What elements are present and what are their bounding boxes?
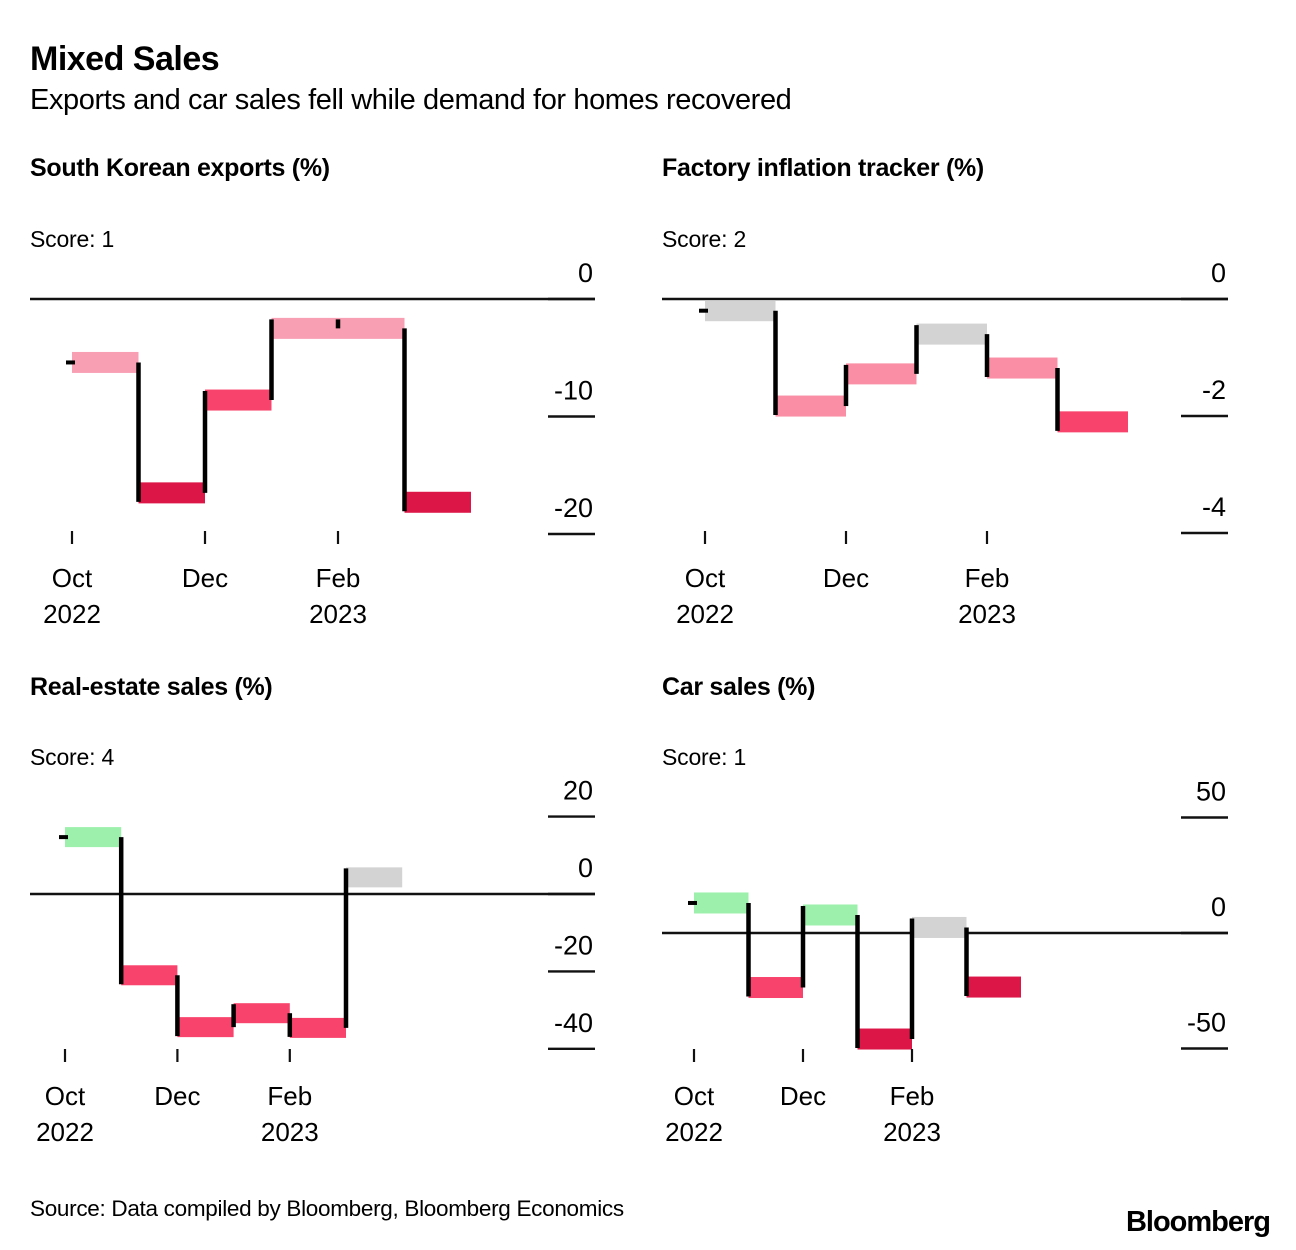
svg-text:0: 0 (578, 258, 593, 288)
svg-text:0: 0 (1211, 892, 1226, 922)
svg-text:-4: -4 (1202, 492, 1226, 522)
waterfall-plot-car-sales: 50 0 -50 Oct 2022 Dec Feb 2023 (662, 777, 1228, 1147)
score-label-car-sales: Score: 1 (662, 744, 747, 770)
page-subtitle: Exports and car sales fell while demand … (30, 84, 792, 116)
waterfall-plot-sk-exports: 0 -10 -20 Oct 2022 Dec Feb 2023 (30, 258, 595, 629)
score-label-factory-inflation: Score: 2 (662, 226, 747, 252)
svg-text:50: 50 (1196, 777, 1226, 807)
svg-text:2023: 2023 (958, 599, 1016, 629)
svg-text:-20: -20 (554, 930, 593, 960)
svg-text:Oct: Oct (685, 563, 726, 593)
waterfall-plot-factory-inflation: 0 -2 -4 Oct 2022 Dec Feb 2023 (662, 258, 1228, 629)
svg-text:-2: -2 (1202, 375, 1226, 405)
svg-text:Dec: Dec (182, 563, 228, 593)
svg-text:Feb: Feb (965, 563, 1010, 593)
svg-text:2022: 2022 (676, 599, 734, 629)
waterfall-plot-real-estate: 20 0 -20 -40 Oct 2022 Dec Feb 2023 (30, 776, 595, 1147)
svg-text:2022: 2022 (36, 1117, 94, 1147)
svg-text:2022: 2022 (43, 599, 101, 629)
svg-text:0: 0 (578, 853, 593, 883)
svg-text:-10: -10 (554, 376, 593, 406)
chart-title-sk-exports: South Korean exports (%) (30, 154, 330, 182)
chart-title-car-sales: Car sales (%) (662, 673, 816, 701)
source-text: Source: Data compiled by Bloomberg, Bloo… (30, 1196, 624, 1221)
svg-text:Dec: Dec (154, 1081, 200, 1111)
svg-text:2023: 2023 (309, 599, 367, 629)
score-label-real-estate: Score: 4 (30, 744, 115, 770)
svg-text:Dec: Dec (780, 1081, 826, 1111)
bloomberg-logo: Bloomberg (1125, 1206, 1271, 1238)
svg-text:Dec: Dec (823, 563, 869, 593)
chart-title-real-estate: Real-estate sales (%) (30, 673, 273, 701)
svg-text:-50: -50 (1187, 1008, 1226, 1038)
svg-text:-40: -40 (554, 1008, 593, 1038)
svg-text:2022: 2022 (665, 1117, 723, 1147)
svg-text:Feb: Feb (890, 1081, 935, 1111)
page-title: Mixed Sales (30, 40, 220, 78)
svg-text:Feb: Feb (316, 563, 361, 593)
svg-text:Oct: Oct (674, 1081, 715, 1111)
svg-text:Oct: Oct (45, 1081, 86, 1111)
score-label-sk-exports: Score: 1 (30, 226, 115, 252)
svg-text:2023: 2023 (883, 1117, 941, 1147)
svg-text:-20: -20 (554, 493, 593, 523)
svg-text:20: 20 (563, 776, 593, 806)
svg-text:Oct: Oct (52, 563, 93, 593)
chart-title-factory-inflation: Factory inflation tracker (%) (662, 154, 984, 182)
svg-text:Feb: Feb (267, 1081, 312, 1111)
svg-text:0: 0 (1211, 258, 1226, 288)
svg-text:2023: 2023 (261, 1117, 319, 1147)
